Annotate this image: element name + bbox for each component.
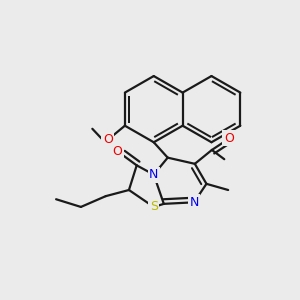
Text: O: O — [224, 132, 234, 145]
Text: O: O — [112, 145, 122, 158]
Text: O: O — [103, 133, 113, 146]
Text: N: N — [189, 196, 199, 209]
Text: S: S — [150, 200, 158, 213]
Text: N: N — [149, 168, 158, 181]
